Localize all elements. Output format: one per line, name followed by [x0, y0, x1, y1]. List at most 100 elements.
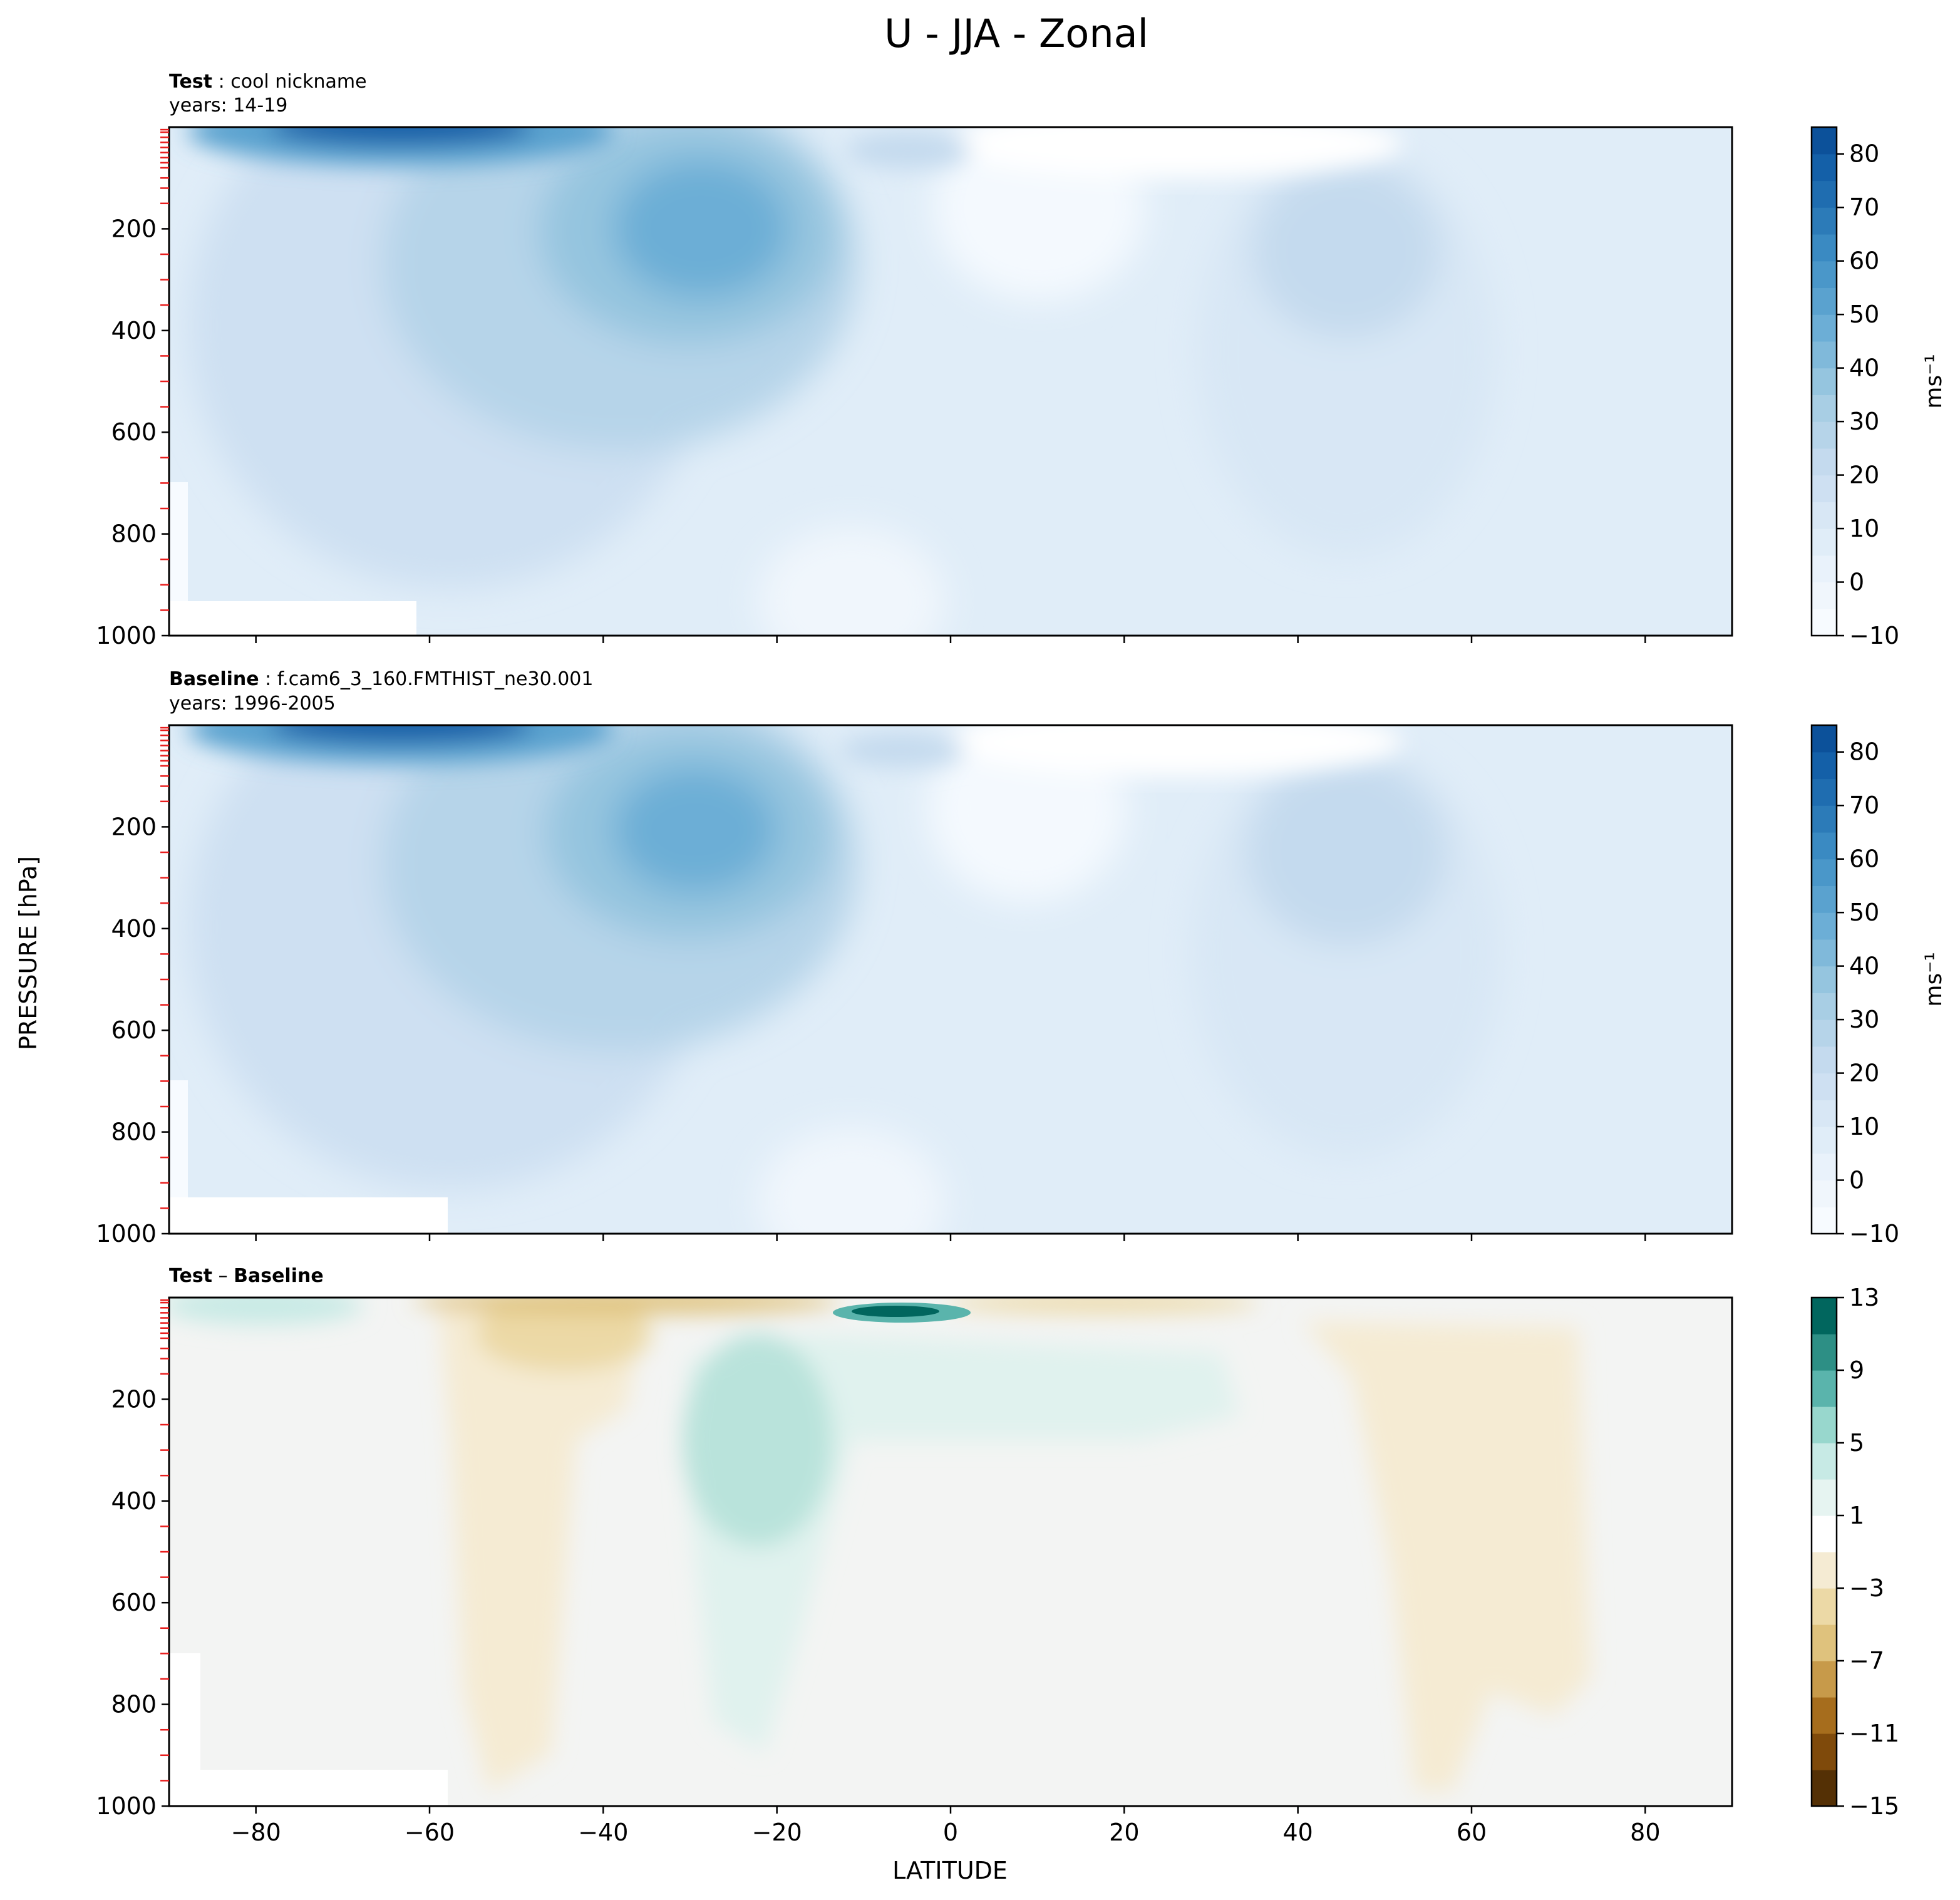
contour-blob: [952, 725, 1403, 777]
y-tick-label: 200: [111, 1385, 157, 1413]
colorbar-segment: [1812, 180, 1837, 208]
colorbar-segment: [1812, 448, 1837, 476]
colorbar-segment: [1812, 939, 1837, 967]
y-tick-label: 800: [111, 1691, 157, 1718]
colorbar-segment: [1812, 1020, 1837, 1047]
colorbar-segment: [1812, 1370, 1837, 1407]
panel-baseline-label: Baseline : f.cam6_3_160.FMTHIST_ne30.001: [169, 668, 593, 690]
x-tick-label: 0: [943, 1819, 958, 1846]
colorbar-tick-label: 10: [1849, 515, 1879, 542]
colorbar-segment: [1812, 1100, 1837, 1127]
colorbar-segment: [1812, 1073, 1837, 1100]
colorbar-segment: [1812, 1153, 1837, 1181]
contour-blob: [683, 1334, 833, 1547]
colorbar-tick-label: 10: [1849, 1113, 1879, 1140]
colorbar-segment: [1812, 966, 1837, 993]
colorbar-tick-label: 0: [1849, 569, 1864, 596]
contour-blob: [852, 1306, 939, 1317]
colorbar-tick-label: 50: [1849, 301, 1879, 328]
colorbar-segment: [1812, 261, 1837, 289]
colorbar-segment: [1812, 1207, 1837, 1234]
colorbar-segment: [1812, 1180, 1837, 1207]
colorbar-segment: [1812, 993, 1837, 1020]
colorbar-segment: [1812, 885, 1837, 913]
contour-white-patch: [169, 1770, 448, 1806]
contour-blob: [614, 767, 776, 892]
colorbar-segment: [1812, 287, 1837, 315]
panel-baseline-label-sep: :: [259, 668, 277, 690]
colorbar-segment: [1812, 1127, 1837, 1154]
colorbar-label: ms⁻¹: [1921, 354, 1947, 408]
colorbar-segment: [1812, 582, 1837, 609]
colorbar-segment: [1812, 1407, 1837, 1443]
colorbar-tick-label: 70: [1849, 792, 1879, 819]
panel-test-years: years: 14-19: [169, 95, 287, 116]
contour-white-patch: [169, 601, 416, 636]
colorbar-segment: [1812, 609, 1837, 636]
colorbar-segment: [1812, 395, 1837, 422]
panel-diff-contours: [169, 1298, 1732, 1806]
colorbar-tick-label: 20: [1849, 1060, 1879, 1087]
panel-test: Test : cool nickname years: 14-19: [168, 71, 1733, 637]
contour-blob: [1302, 1321, 1591, 1791]
contour-white-patch: [169, 482, 188, 601]
colorbar-tick-label: 70: [1849, 194, 1879, 221]
panel-test-label: Test : cool nickname: [169, 71, 367, 93]
colorbar-label: ms⁻¹: [1921, 952, 1947, 1006]
panel-diff-label-bold: Test: [169, 1265, 212, 1287]
y-tick-label: 400: [111, 1487, 157, 1515]
colorbar-segment: [1812, 912, 1837, 940]
x-tick-label: −80: [231, 1819, 281, 1846]
contour-blob: [845, 132, 971, 169]
colorbar-tick-label: 50: [1849, 899, 1879, 926]
colorbar-segment: [1812, 1661, 1837, 1698]
colorbar-segment: [1812, 127, 1837, 155]
colorbar-tick-label: −3: [1849, 1574, 1884, 1602]
colorbar-segment: [1812, 368, 1837, 395]
colorbar-segment: [1812, 1298, 1837, 1335]
x-tick-label: −40: [578, 1819, 628, 1846]
colorbar-tick-label: −7: [1849, 1647, 1884, 1675]
colorbar-segment: [1812, 751, 1837, 780]
colorbar-segment: [1812, 1479, 1837, 1516]
panel-diff-label-text: Baseline: [234, 1265, 324, 1287]
colorbar-tick-label: 20: [1849, 462, 1879, 489]
y-tick-label: 1000: [96, 1792, 157, 1820]
contour-blob: [758, 1127, 946, 1234]
colorbar-tick-label: 30: [1849, 1006, 1879, 1033]
colorbar-frame: [1810, 126, 1838, 637]
axis-ticks: 2004006008001000200400600800100020040060…: [96, 128, 1661, 1846]
colorbar-tick-label: −10: [1849, 1220, 1899, 1247]
colorbar-tick-label: 60: [1849, 845, 1879, 873]
colorbar-segment: [1812, 725, 1837, 753]
panel-test-label-sep: :: [212, 71, 230, 93]
colorbar-segment: [1812, 314, 1837, 342]
colorbar-tick-label: −10: [1849, 622, 1899, 649]
contour-blob: [1246, 758, 1447, 946]
contour-blob: [946, 1298, 1259, 1313]
colorbar-tick-label: 0: [1849, 1167, 1864, 1194]
colorbar-segment: [1812, 1733, 1837, 1770]
contour-white-patch: [169, 1653, 200, 1770]
colorbar-tick-label: 9: [1849, 1356, 1864, 1384]
colorbar-segment: [1812, 778, 1837, 806]
colorbar-segment: [1812, 234, 1837, 262]
colorbar-segment: [1812, 502, 1837, 529]
colorbar-segment: [1812, 341, 1837, 369]
contour-blob: [269, 127, 532, 146]
panel-baseline: Baseline : f.cam6_3_160.FMTHIST_ne30.001…: [168, 668, 1733, 1235]
colorbar-tick-label: 40: [1849, 354, 1879, 382]
colorbar-segment: [1812, 1046, 1837, 1074]
contour-blob: [169, 1298, 363, 1324]
contour-blob: [1252, 163, 1440, 338]
y-tick-label: 200: [111, 215, 157, 242]
colorbar-frame: [1810, 1296, 1838, 1807]
y-tick-label: 400: [111, 317, 157, 344]
x-tick-label: 60: [1457, 1819, 1487, 1846]
panel-baseline-label-text: f.cam6_3_160.FMTHIST_ne30.001: [277, 668, 594, 690]
colorbar-segment: [1812, 1334, 1837, 1371]
colorbar-tick-label: 40: [1849, 953, 1879, 980]
y-tick-label: 800: [111, 520, 157, 548]
y-tick-label: 400: [111, 915, 157, 942]
